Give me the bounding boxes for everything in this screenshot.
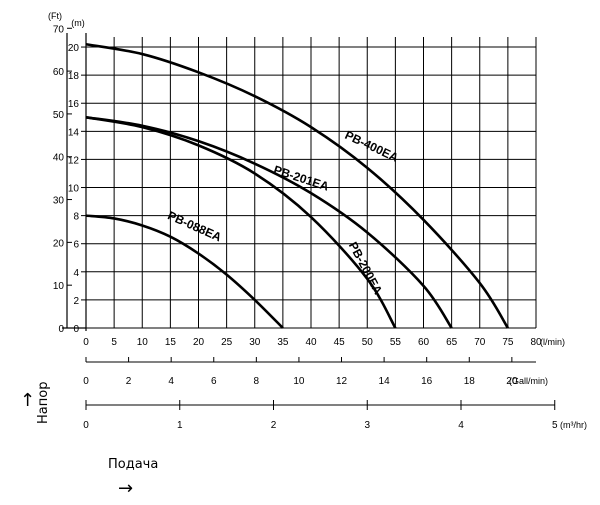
y-axis-ft-tick-label: 70 — [53, 24, 65, 35]
curve-pb-088ea — [85, 214, 284, 329]
y-axis-ft-unit: (Ft) — [48, 11, 62, 21]
x-axis-gpm-tick-label: 12 — [336, 376, 348, 387]
x-axis-lmin-tick-label: 20 — [193, 337, 205, 348]
x-axis-lmin-tick-label: 70 — [474, 337, 486, 348]
y-axis-m-tick-label: 8 — [73, 212, 79, 223]
x-axis-gpm-tick-label: 4 — [168, 376, 174, 387]
x-axis-m3hr-tick-label: 1 — [177, 420, 183, 431]
x-axis-gpm-tick-label: 2 — [126, 376, 132, 387]
grid — [85, 37, 537, 329]
x-axis-lmin-tick-label: 55 — [390, 337, 402, 348]
y-axis-m-tick-label: 0 — [73, 324, 79, 335]
x-axis-gpm-tick-label: 6 — [211, 376, 217, 387]
x-axis-lmin-tick-label: 60 — [418, 337, 430, 348]
axes — [62, 27, 556, 410]
x-axis-gpm-tick-label: 10 — [293, 376, 305, 387]
y-axis-m-tick-label: 6 — [73, 240, 79, 251]
x-axis-m3hr-tick-label: 5 — [552, 420, 558, 431]
curve-pb-201ea — [85, 116, 453, 329]
x-axis-lmin-tick-label: 45 — [334, 337, 346, 348]
x-axis-gpm-tick-label: 16 — [421, 376, 433, 387]
y-axis-ft-tick-label: 50 — [53, 110, 65, 121]
y-axis-ft-tick-label: 0 — [58, 324, 64, 335]
x-axis-m3hr-tick-label: 4 — [458, 420, 464, 431]
x-axis-lmin-tick-label: 80 — [530, 337, 542, 348]
x-axis-lmin-tick-label: 5 — [111, 337, 117, 348]
flow-arrow: → — [118, 478, 134, 499]
y-axis-ft-tick-label: 40 — [53, 153, 65, 164]
y-axis-ft-tick-label: 60 — [53, 67, 65, 78]
x-axis-lmin-tick-label: 25 — [221, 337, 233, 348]
x-axis-gpm-tick-label: 18 — [464, 376, 476, 387]
y-axis-m-tick-label: 10 — [68, 184, 80, 195]
x-axis-lmin-tick-label: 75 — [502, 337, 514, 348]
curve-label-pb-201ea: PB-201EA — [272, 163, 331, 194]
y-axis-m-tick-label: 18 — [68, 71, 80, 82]
x-axis-m3hr-tick-label: 0 — [83, 420, 89, 431]
x-axis-gpm-tick-label: 0 — [83, 376, 89, 387]
head-label: Напор — [36, 381, 51, 424]
x-axis-lmin-tick-label: 35 — [277, 337, 289, 348]
pump-curves — [85, 42, 509, 329]
y-axis-m-tick-label: 4 — [73, 268, 79, 279]
x-axis-lmin-tick-label: 10 — [137, 337, 149, 348]
y-axis-m-tick-label: 14 — [68, 127, 80, 138]
x-axis-m3hr-unit: (m³/hr) — [560, 420, 587, 430]
x-axis-m3hr-tick-label: 3 — [364, 420, 370, 431]
curve-label-pb-200ea: PB-200EA — [346, 240, 385, 298]
x-axis-lmin-tick-label: 65 — [446, 337, 458, 348]
y-axis-m-tick-label: 20 — [68, 43, 80, 54]
curve-pb-200ea — [85, 116, 397, 329]
y-axis-m-tick-label: 16 — [68, 99, 80, 110]
y-axis-ft-tick-label: 20 — [53, 238, 65, 249]
x-axis-gpm-tick-label: 8 — [254, 376, 260, 387]
x-axis-lmin-unit: (l/min) — [540, 337, 565, 347]
y-axis-m-tick-label: 12 — [68, 155, 80, 166]
x-axis-gpm-tick-label: 20 — [506, 376, 518, 387]
y-axis-m-unit: (m) — [71, 18, 85, 28]
x-axis-lmin-tick-label: 15 — [165, 337, 177, 348]
x-axis-lmin-tick-label: 40 — [305, 337, 317, 348]
y-axis-ft-tick-label: 30 — [53, 196, 65, 207]
x-axis-lmin-tick-label: 50 — [362, 337, 374, 348]
flow-label: Подача — [108, 457, 159, 472]
y-axis-m-tick-label: 2 — [73, 296, 79, 307]
y-axis-ft-tick-label: 10 — [53, 281, 65, 292]
curve-pb-400ea — [85, 42, 509, 329]
x-axis-gpm-unit: (Gall/min) — [509, 376, 548, 386]
x-axis-m3hr-tick-label: 2 — [271, 420, 277, 431]
x-axis-lmin-tick-label: 0 — [83, 337, 89, 348]
x-axis-gpm-tick-label: 14 — [379, 376, 391, 387]
head-arrow: ↑ — [20, 390, 36, 411]
x-axis-lmin-tick-label: 30 — [249, 337, 261, 348]
